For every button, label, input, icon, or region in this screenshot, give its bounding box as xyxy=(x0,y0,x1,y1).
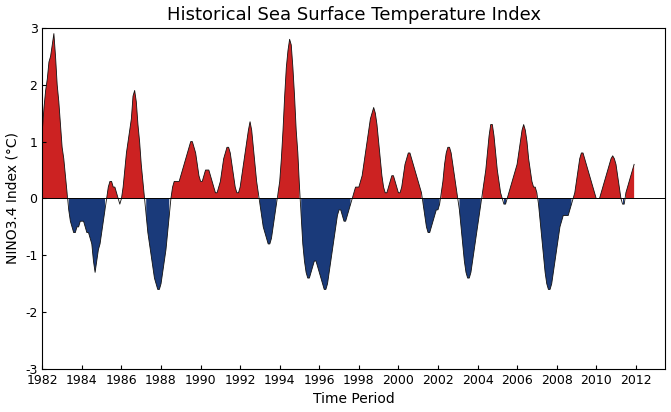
Title: Historical Sea Surface Temperature Index: Historical Sea Surface Temperature Index xyxy=(167,5,541,23)
X-axis label: Time Period: Time Period xyxy=(313,393,395,407)
Y-axis label: NINO3.4 Index (°C): NINO3.4 Index (°C) xyxy=(5,133,19,265)
